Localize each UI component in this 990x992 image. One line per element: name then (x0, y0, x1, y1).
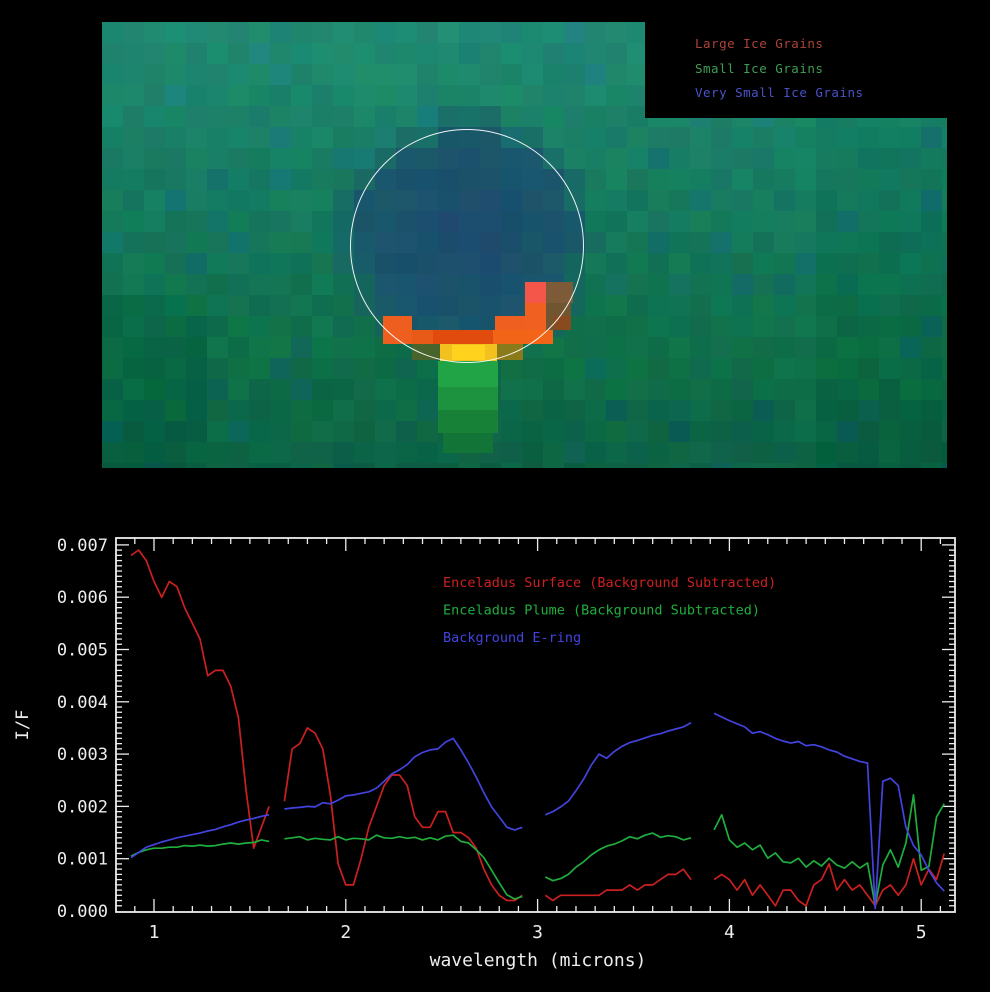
grain-size-legend: Large Ice Grains Small Ice Grains Very S… (645, 22, 947, 118)
series-line-1 (130, 839, 270, 857)
y-tick-label: 0.002 (57, 797, 108, 817)
y-axis-label: I/F (13, 710, 33, 741)
y-tick-label: 0.006 (57, 588, 108, 608)
series-2 (130, 712, 945, 910)
false-color-image-panel: Large Ice Grains Small Ice Grains Very S… (102, 22, 947, 468)
series-line-2 (544, 721, 692, 816)
y-tick-label: 0.005 (57, 641, 108, 661)
series-line-2 (713, 712, 945, 910)
series-1 (130, 794, 945, 907)
spectrum-plot-panel: 1 2 3 4 5 0.000 0.001 0.002 0.003 0.004 0.005 0.006… (0, 520, 990, 988)
x-tick-label: 5 (916, 922, 927, 943)
series-line-0 (713, 853, 946, 907)
x-tick-label: 2 (340, 922, 351, 943)
x-axis-label: wavelength (microns) (430, 950, 647, 971)
y-tick-label: 0.000 (57, 902, 108, 922)
x-tick-label: 3 (532, 922, 543, 943)
plot-legend-item-0: Enceladus Surface (Background Subtracted… (443, 575, 776, 591)
series-line-1 (713, 794, 945, 907)
plot-legend-item-2: Background E-ring (443, 630, 581, 646)
legend-item-large-ice-grains: Large Ice Grains (695, 36, 824, 51)
y-tick-label: 0.003 (57, 745, 108, 765)
series-line-1 (284, 834, 523, 900)
series-line-0 (544, 868, 692, 902)
y-tick-label: 0.004 (57, 693, 108, 713)
legend-item-very-small-ice-grains: Very Small Ice Grains (695, 85, 864, 100)
legend-item-small-ice-grains: Small Ice Grains (695, 61, 824, 76)
y-tick-label: 0.001 (57, 850, 108, 870)
series-line-1 (544, 832, 692, 882)
plot-legend-item-1: Enceladus Plume (Background Subtracted) (443, 603, 760, 619)
axes: 1 2 3 4 5 0.000 0.001 0.002 0.003 0.004 0.005 0.006… (57, 536, 956, 943)
x-tick-label: 4 (724, 922, 735, 943)
series-line-0 (130, 549, 270, 850)
series-0 (130, 549, 946, 907)
series-line-2 (130, 813, 270, 859)
x-tick-label: 1 (149, 922, 160, 943)
series-line-2 (284, 737, 523, 831)
y-tick-label: 0.007 (57, 536, 108, 556)
series-line-0 (283, 727, 523, 902)
spectrum-chart: 1 2 3 4 5 0.000 0.001 0.002 0.003 0.004 0.005 0.006… (13, 536, 956, 971)
